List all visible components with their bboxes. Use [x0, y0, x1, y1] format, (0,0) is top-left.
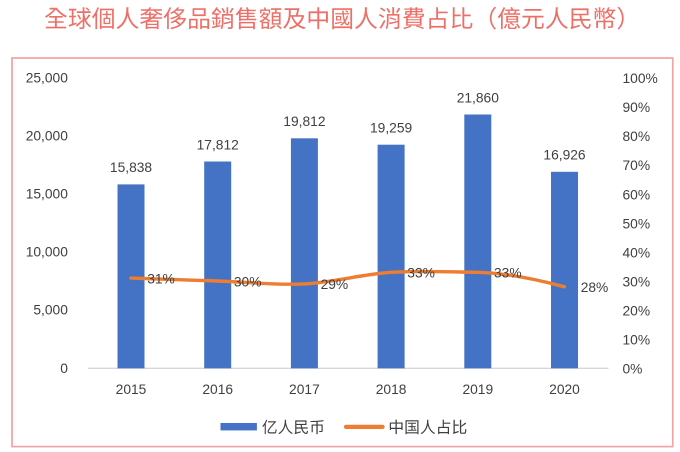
svg-text:90%: 90%: [623, 100, 651, 115]
svg-text:29%: 29%: [321, 277, 349, 292]
svg-text:80%: 80%: [623, 129, 651, 144]
svg-text:17,812: 17,812: [197, 137, 239, 152]
svg-text:20,000: 20,000: [26, 129, 69, 144]
svg-text:2020: 2020: [549, 382, 580, 397]
svg-text:10%: 10%: [623, 333, 651, 348]
svg-text:21,860: 21,860: [457, 90, 500, 105]
svg-text:15,838: 15,838: [110, 160, 153, 175]
svg-text:100%: 100%: [623, 71, 658, 86]
svg-text:19,259: 19,259: [370, 121, 413, 136]
svg-text:16,926: 16,926: [543, 148, 586, 163]
svg-text:60%: 60%: [623, 187, 651, 202]
svg-text:20%: 20%: [623, 304, 651, 319]
svg-text:0%: 0%: [623, 362, 643, 377]
svg-text:70%: 70%: [623, 158, 651, 173]
svg-text:30%: 30%: [623, 275, 651, 290]
svg-text:2018: 2018: [376, 382, 407, 397]
svg-text:2016: 2016: [202, 382, 233, 397]
svg-text:50%: 50%: [623, 216, 651, 231]
svg-text:5,000: 5,000: [33, 303, 68, 318]
svg-text:2015: 2015: [116, 382, 147, 397]
svg-text:0: 0: [60, 361, 68, 376]
svg-text:30%: 30%: [234, 274, 262, 289]
svg-text:2017: 2017: [289, 382, 320, 397]
svg-text:31%: 31%: [147, 272, 175, 287]
svg-text:40%: 40%: [623, 245, 651, 260]
svg-text:10,000: 10,000: [26, 245, 69, 260]
svg-text:19,812: 19,812: [283, 114, 325, 129]
svg-text:2019: 2019: [462, 382, 493, 397]
svg-text:15,000: 15,000: [26, 187, 69, 202]
svg-text:33%: 33%: [494, 266, 522, 281]
svg-text:28%: 28%: [581, 280, 609, 295]
svg-text:33%: 33%: [407, 266, 435, 281]
svg-text:25,000: 25,000: [26, 71, 69, 86]
